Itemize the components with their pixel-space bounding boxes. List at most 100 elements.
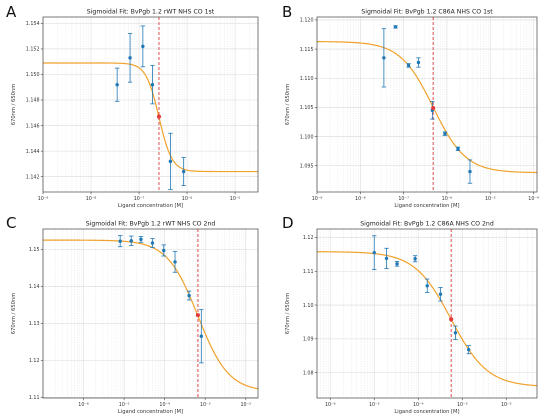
chart-panel-b: 10⁻⁹ 10⁻⁸ 10⁻⁷ 10⁻⁶ 10⁻⁵ 10⁻⁴ 1.095 1.100 1.105 1…: [285, 9, 539, 210]
panel-letter-b: B: [282, 3, 292, 21]
data-point-group: [127, 33, 133, 83]
x-tick-label: 10⁻⁵: [485, 196, 496, 202]
y-tick-label: 1.11: [303, 269, 314, 275]
data-point: [416, 60, 421, 65]
data-point: [425, 284, 429, 288]
data-point-group: [466, 345, 471, 355]
data-point-group: [138, 235, 144, 243]
data-point-group: [425, 278, 430, 293]
data-point-group: [114, 67, 120, 102]
data-point-group: [393, 25, 398, 29]
data-point-group: [406, 63, 411, 68]
data-point-group: [416, 57, 421, 68]
data-point: [453, 331, 458, 335]
panel-letter-c: C: [6, 214, 16, 232]
grid-lines: [42, 17, 258, 192]
data-point: [468, 169, 472, 174]
panel-letter-a: A: [6, 3, 17, 21]
x-tick-label: 10⁻⁶: [442, 196, 453, 202]
axes-frame: [316, 228, 538, 399]
chart-title: Sigmoidal Fit: BvPgb 1.2 C86A NHS CO 1st: [361, 9, 493, 16]
data-point-group: [140, 25, 146, 68]
y-tick-label: 1.144: [26, 149, 40, 155]
data-point: [162, 248, 166, 253]
data-point-group: [453, 325, 458, 340]
y-axis-label: 670nm / 650nm: [285, 293, 291, 335]
y-tick-label: 1.15: [29, 247, 40, 253]
data-point: [115, 83, 119, 87]
grid-lines: [316, 17, 537, 192]
data-point: [393, 25, 398, 29]
x-axis-label: Ligand concentration [M]: [118, 203, 183, 209]
panels-group: 10⁻⁹ 10⁻⁸ 10⁻⁷ 10⁻⁶ 10⁻⁵ 1.142 1.144 1.146 1.148…: [11, 9, 539, 415]
y-axis-label: 670nm / 650nm: [285, 84, 291, 126]
chart-title: Sigmoidal Fit: BvPgb 1.2 rWT NHS CO 1st: [87, 9, 215, 16]
data-point-group: [172, 251, 178, 273]
y-tick-label: 1.120: [300, 18, 314, 24]
data-point: [382, 56, 386, 60]
chart-title: Sigmoidal Fit: BvPgb 1.2 C86A NHS CO 2nd: [360, 221, 494, 228]
y-tick-label: 1.12: [29, 358, 40, 364]
data-point: [443, 131, 447, 136]
data-point-group: [168, 132, 173, 190]
ec50-point: [431, 105, 436, 111]
data-point: [181, 169, 186, 174]
x-tick-label: 10⁻³: [457, 402, 468, 408]
x-axis-label: Ligand concentration [M]: [394, 409, 459, 415]
x-tick-label: 10⁻⁴: [413, 402, 424, 408]
x-tick-label: 10⁻⁶: [78, 402, 89, 408]
x-tick-label: 10⁻²: [241, 402, 252, 408]
grid-lines: [42, 229, 259, 398]
x-tick-label: 10⁻³: [200, 402, 211, 408]
y-tick-label: 1.12: [303, 235, 314, 241]
y-tick-label: 1.152: [26, 47, 40, 53]
data-point-group: [442, 131, 448, 136]
y-tick-label: 1.105: [300, 105, 314, 111]
ec50-point: [449, 317, 454, 322]
data-point: [173, 260, 177, 264]
chart-panel-d: 10⁻⁶ 10⁻⁵ 10⁻⁴ 10⁻³ 10⁻² 1.08 1.09 1.10 1.11 1.12…: [285, 221, 538, 415]
x-tick-label: 10⁻⁵: [369, 402, 380, 408]
x-tick-label: 10⁻⁵: [230, 196, 241, 202]
data-point: [384, 256, 389, 261]
data-point-group: [186, 290, 192, 301]
y-axis-label: 670nm / 650nm: [11, 84, 17, 126]
y-tick-label: 1.148: [26, 98, 40, 104]
x-axis-label: Ligand concentration [M]: [118, 409, 183, 415]
y-tick-label: 1.146: [26, 123, 40, 129]
data-point: [395, 262, 399, 266]
data-point: [118, 239, 122, 243]
data-point: [413, 257, 417, 261]
data-point: [199, 334, 204, 338]
data-point: [438, 292, 443, 296]
y-tick-label: 1.110: [300, 76, 314, 82]
axes-frame: [316, 16, 538, 193]
data-point-group: [438, 287, 443, 302]
x-axis-label: Ligand concentration [M]: [394, 203, 459, 209]
data-point-group: [455, 146, 461, 151]
data-point: [466, 347, 471, 352]
data-point-group: [117, 235, 123, 248]
ec50-point: [195, 313, 201, 318]
y-tick-label: 1.08: [303, 370, 314, 376]
x-tick-label: 10⁻⁶: [182, 196, 193, 202]
data-point: [129, 239, 133, 243]
x-tick-label: 10⁻⁸: [86, 196, 97, 202]
y-tick-label: 1.13: [29, 321, 40, 327]
plot-area: [43, 17, 258, 192]
plot-area: [43, 229, 258, 398]
data-point: [456, 147, 460, 151]
y-tick-label: 1.11: [29, 395, 40, 401]
data-point-group: [394, 261, 400, 267]
y-tick-label: 1.150: [26, 72, 40, 78]
x-tick-label: 10⁻⁶: [325, 402, 336, 408]
x-tick-label: 10⁻⁴: [528, 196, 539, 202]
fit-curve: [43, 239, 259, 390]
x-tick-label: 10⁻⁴: [159, 402, 170, 408]
fit-curve: [43, 62, 258, 173]
y-axis-label: 670nm / 650nm: [11, 293, 17, 335]
data-point: [406, 63, 411, 68]
data-point-group: [384, 247, 389, 269]
x-tick-label: 10⁻⁸: [355, 196, 366, 202]
